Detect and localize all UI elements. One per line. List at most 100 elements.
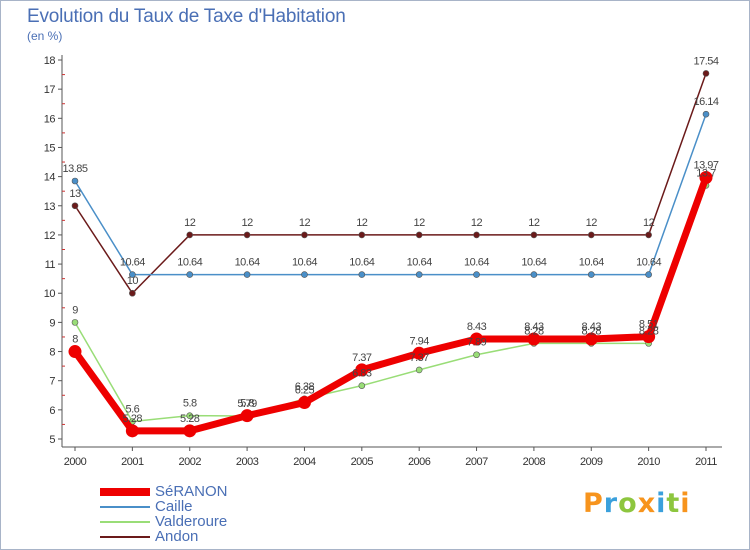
data-label-andon: 12 <box>184 217 196 229</box>
proxiti-logo: Proxiti <box>583 488 691 519</box>
data-label-andon: 12 <box>414 217 426 229</box>
data-label-valderoure: 8.28 <box>582 325 602 337</box>
legend-swatch <box>100 506 150 508</box>
data-point-s-ranon <box>183 424 197 438</box>
x-tick-label: 2011 <box>695 456 717 468</box>
logo-letter: x <box>637 488 657 519</box>
legend-label: Caille <box>155 498 193 515</box>
data-point-caille <box>530 271 538 278</box>
series-line-andon <box>74 72 707 294</box>
chart-title: Evolution du Taux de Taxe d'Habitation <box>27 6 346 27</box>
data-point-caille <box>415 271 423 278</box>
data-point-valderoure <box>186 412 194 419</box>
data-label-caille: 10.64 <box>521 257 546 269</box>
data-label-andon: 10 <box>127 275 139 287</box>
data-point-andon <box>645 231 652 239</box>
data-label-andon: 12 <box>241 217 253 229</box>
data-label-andon: 12 <box>356 217 368 229</box>
y-tick-label: 15 <box>44 142 56 154</box>
y-tick-label: 14 <box>44 172 56 184</box>
data-point-s-ranon <box>297 396 311 410</box>
y-tick-label: 8 <box>49 347 55 359</box>
chart-subtitle: (en %) <box>27 29 63 43</box>
x-tick-label: 2004 <box>293 456 316 468</box>
legend-swatch <box>100 536 150 538</box>
data-label-s-ranon: 5.28 <box>180 413 200 425</box>
logo-letter: r <box>603 488 619 519</box>
y-tick-label: 17 <box>44 84 56 96</box>
data-point-caille <box>71 177 79 185</box>
legend-label: Valderoure <box>155 513 228 530</box>
data-point-s-ranon <box>642 330 656 344</box>
chart-axes: 5 6 7 8 9 10 11 12 13 14 15 16 17 18 2000 2001 2002 2003 2… <box>44 55 722 468</box>
data-point-caille <box>301 271 308 278</box>
data-label-s-ranon: 8.43 <box>524 321 544 333</box>
data-point-caille <box>645 271 652 278</box>
data-point-andon <box>186 231 194 239</box>
data-point-valderoure <box>415 366 423 374</box>
x-tick-label: 2005 <box>351 456 374 468</box>
data-point-s-ranon <box>240 409 254 423</box>
data-label-valderoure: 13.7 <box>696 167 716 179</box>
legend-item: Caille <box>100 498 320 515</box>
data-point-andon <box>587 231 595 239</box>
data-label-caille: 10.64 <box>120 257 145 269</box>
data-label-s-ranon: 7.94 <box>409 335 429 347</box>
data-point-andon <box>129 289 136 297</box>
data-point-caille <box>473 271 480 278</box>
logo-letter: i <box>680 488 691 519</box>
data-point-s-ranon <box>470 332 484 346</box>
data-point-s-ranon <box>527 332 541 346</box>
x-tick-label: 2002 <box>178 456 201 468</box>
logo-letter: P <box>583 488 604 519</box>
data-label-s-ranon: 8.43 <box>467 321 487 333</box>
data-point-andon <box>301 231 308 239</box>
data-label-valderoure: 8.28 <box>639 325 659 337</box>
y-tick-label: 6 <box>49 405 55 417</box>
y-tick-label: 5 <box>49 434 55 446</box>
series-line-s-ranon <box>71 173 710 435</box>
data-point-andon <box>530 231 538 239</box>
legend-item: Andon <box>100 528 320 545</box>
data-label-valderoure: 9 <box>72 304 78 316</box>
data-point-s-ranon <box>68 345 82 359</box>
data-point-valderoure <box>358 382 366 389</box>
data-label-valderoure: 6.83 <box>352 368 372 380</box>
x-tick-label: 2009 <box>580 456 603 468</box>
data-point-s-ranon <box>412 346 426 360</box>
data-label-valderoure: 8.28 <box>524 325 544 337</box>
data-label-andon: 12 <box>471 217 483 229</box>
data-label-andon: 12 <box>299 217 311 229</box>
data-label-s-ranon: 5.8 <box>240 398 254 410</box>
data-point-valderoure <box>71 319 79 326</box>
data-point-andon <box>415 231 423 239</box>
data-label-andon: 12 <box>643 217 655 229</box>
chart-legend: SéRANON Caille Valderoure Andon <box>100 483 320 545</box>
data-point-caille <box>243 271 251 278</box>
data-label-caille: 10.64 <box>579 257 604 269</box>
data-point-caille <box>358 271 366 278</box>
x-tick-label: 2000 <box>64 456 87 468</box>
data-label-andon: 17.54 <box>693 55 718 67</box>
data-point-andon <box>702 70 710 77</box>
x-tick-label: 2007 <box>465 456 488 468</box>
data-point-s-ranon <box>584 332 598 346</box>
y-tick-label: 16 <box>44 113 56 125</box>
data-label-s-ranon: 6.25 <box>295 385 315 397</box>
data-point-s-ranon <box>699 170 713 184</box>
x-tick-label: 2003 <box>236 456 259 468</box>
data-label-valderoure: 6.38 <box>295 381 315 393</box>
data-label-s-ranon: 8 <box>72 334 78 346</box>
series-line-caille <box>74 113 707 276</box>
legend-item: SéRANON <box>100 483 320 500</box>
x-tick-label: 2001 <box>121 456 144 468</box>
logo-letter: t <box>666 488 681 519</box>
data-point-andon <box>71 202 79 210</box>
y-tick-label: 12 <box>44 230 56 242</box>
data-label-valderoure: 5.6 <box>125 404 139 416</box>
legend-swatch <box>100 488 150 496</box>
data-point-s-ranon <box>355 363 369 377</box>
data-point-andon <box>243 231 251 239</box>
chart-data-labels: 13 10 12 12 12 12 12 12 12 12 12 17.54 13.85 10.64 10.… <box>62 55 719 425</box>
